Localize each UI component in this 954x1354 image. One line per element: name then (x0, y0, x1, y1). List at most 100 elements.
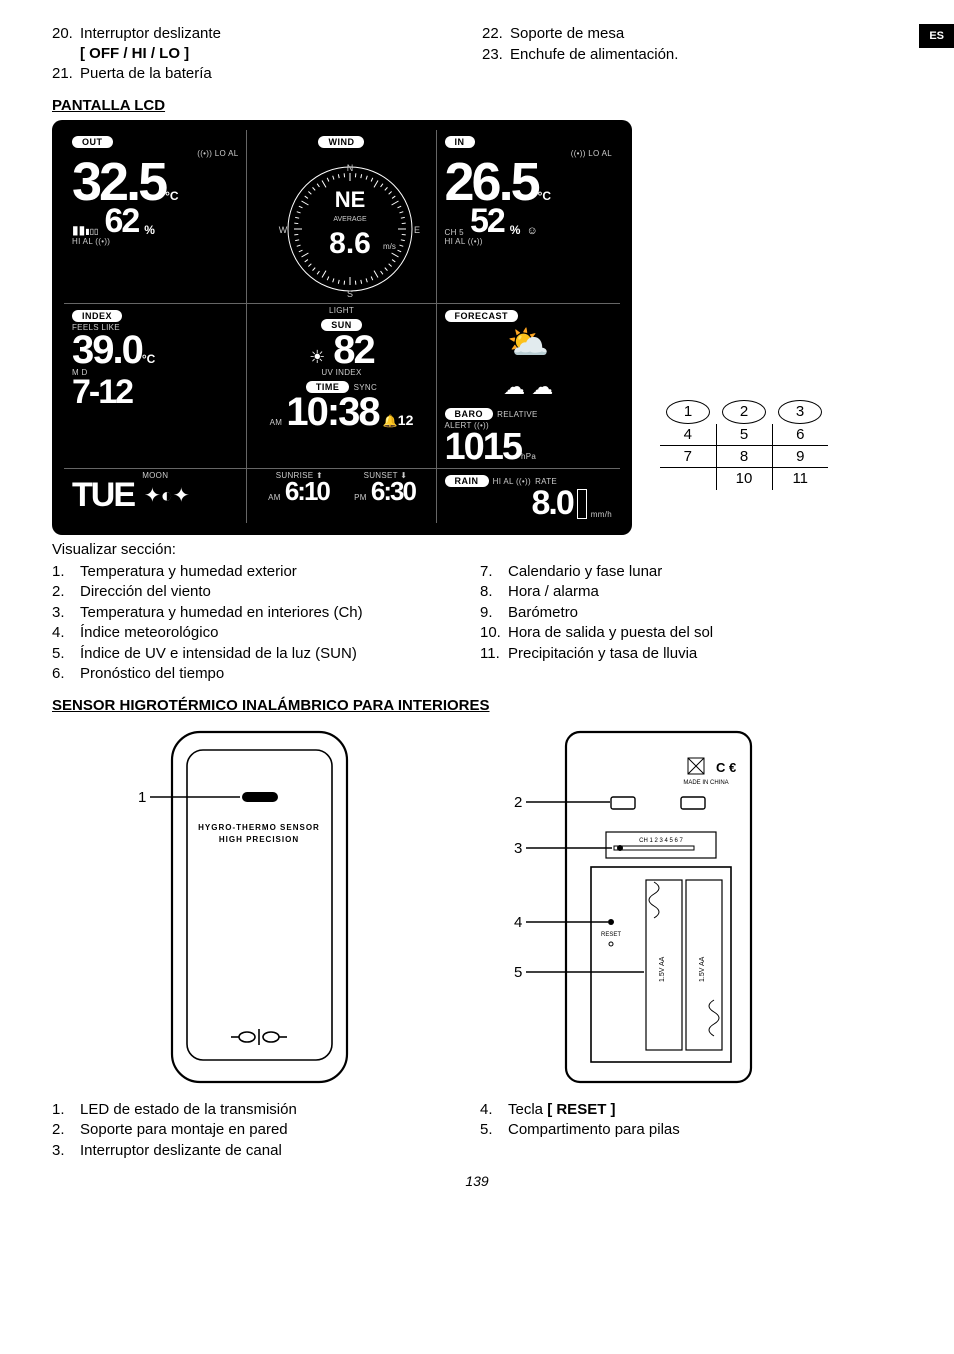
svg-text:1.5V AA: 1.5V AA (699, 956, 706, 982)
num: 22. (482, 24, 510, 44)
txt: Índice de UV e intensidad de la luz (SUN… (80, 644, 357, 664)
svg-text:1.5V AA: 1.5V AA (659, 956, 666, 982)
hum-unit: % (144, 223, 155, 237)
txt: Soporte para montaje en pared (80, 1120, 288, 1140)
svg-text:AVERAGE: AVERAGE (334, 216, 368, 223)
g2: 2 (722, 400, 766, 424)
out-pill: OUT (72, 136, 113, 148)
txt: LED de estado de la transmisión (80, 1100, 297, 1120)
svg-text:N: N (347, 163, 354, 173)
ch-label: CH 5 (445, 228, 464, 237)
num: 3. (52, 603, 80, 623)
txt: Calendario y fase lunar (508, 562, 662, 582)
g7: 7 (660, 446, 716, 468)
g9: 9 (772, 446, 828, 468)
light-label: LIGHT (255, 306, 427, 315)
num: 3. (52, 1141, 80, 1161)
forecast-icon: ⛅☁ ☁ (445, 323, 612, 405)
txt: Soporte de mesa (510, 24, 624, 44)
g8: 8 (716, 446, 772, 468)
wind-pill: WIND (318, 136, 364, 148)
svg-text:HIGH PRECISION: HIGH PRECISION (219, 835, 299, 844)
num: 5. (480, 1120, 508, 1140)
svg-text:2: 2 (514, 794, 522, 811)
in-hum: 52 (470, 206, 504, 237)
num: 8. (480, 582, 508, 602)
temp-unit2: °C (538, 189, 551, 203)
txt: Barómetro (508, 603, 578, 623)
uv-label: UV INDEX (255, 368, 427, 377)
txt: Interruptor deslizante (80, 25, 221, 42)
dow: TUE (72, 480, 134, 511)
time-val: 10:38 (286, 390, 378, 434)
wind-dial: N S W E NE AVERAGE 8.6 m/s (255, 149, 445, 299)
in-pill: IN (445, 136, 475, 148)
rel: RELATIVE (497, 410, 538, 419)
g10: 10 (716, 468, 772, 490)
top-legend: 20.Interruptor deslizante[ OFF / HI / LO… (52, 24, 902, 85)
lang-tab: ES (919, 24, 954, 48)
baro-unit: hPa (521, 452, 536, 461)
section-grid: 123 456 789 1011 (660, 400, 828, 490)
svg-text:5: 5 (514, 964, 522, 981)
baro-val: 1015 (445, 426, 522, 468)
out-hum: 62 (104, 206, 138, 237)
sensor-list: 1.LED de estado de la transmisión2.Sopor… (52, 1100, 902, 1162)
g4: 4 (660, 424, 716, 446)
txt: Pronóstico del tiempo (80, 664, 224, 684)
smiley-icon: ☺ (526, 225, 537, 237)
g5: 5 (716, 424, 772, 446)
hi-al: HI AL ((•)) (72, 237, 238, 246)
txt: Interruptor deslizante de canal (80, 1141, 282, 1161)
sensor-front-fig: HYGRO-THERMO SENSOR HIGH PRECISION 1 (52, 722, 382, 1096)
page-number: 139 (52, 1173, 902, 1189)
num: 10. (480, 623, 508, 643)
num: 9. (480, 603, 508, 623)
svg-text:HYGRO-THERMO SENSOR: HYGRO-THERMO SENSOR (198, 823, 320, 832)
txt: Tecla [ RESET ] (508, 1100, 616, 1120)
section-title-sensor: SENSOR HIGROTÉRMICO INALÁMBRICO PARA INT… (52, 697, 902, 714)
svg-text:CH 1 2 3 4 5 6 7: CH 1 2 3 4 5 6 7 (639, 838, 683, 844)
rain-val: 8.0 (532, 488, 573, 519)
rain-unit: mm/h (591, 510, 612, 519)
num: 21. (52, 64, 80, 84)
signal-icon: ▮▮▮▯▯ (72, 223, 98, 237)
num: 4. (480, 1100, 508, 1120)
uv-val: 82 (333, 332, 374, 368)
txt: Compartimento para pilas (508, 1120, 680, 1140)
svg-text:RESET: RESET (601, 932, 621, 938)
g1: 1 (666, 400, 710, 424)
svg-text:1: 1 (138, 789, 146, 806)
temp-unit: °C (165, 189, 178, 203)
time-sec: 12 (398, 412, 414, 428)
num: 1. (52, 1100, 80, 1120)
svg-text:E: E (414, 225, 420, 235)
feels-val: 39.0 (72, 328, 142, 372)
num: 11. (480, 644, 508, 664)
section-title-lcd: PANTALLA LCD (52, 97, 902, 114)
alarm-icon: 🔔 (383, 414, 398, 428)
lcd-panel: OUT ((•)) LO AL 32.5°C ▮▮▮▯▯ 62% HI AL (… (52, 120, 632, 535)
num: 5. (52, 644, 80, 664)
svg-text:C €: C € (716, 760, 736, 775)
svg-text:S: S (347, 289, 353, 299)
date: 7-12 (72, 373, 132, 411)
txt: Dirección del viento (80, 582, 211, 602)
num: 2. (52, 582, 80, 602)
am: AM (270, 418, 283, 427)
g11: 11 (772, 468, 828, 490)
num: 1. (52, 562, 80, 582)
index-pill: INDEX (72, 310, 122, 322)
num: 23. (482, 45, 510, 65)
num: 7. (480, 562, 508, 582)
svg-text:3: 3 (514, 840, 522, 857)
hi-al-in: HI AL ((•)) (445, 237, 612, 246)
sun-icon: ☀ (309, 347, 325, 368)
num: 6. (52, 664, 80, 684)
txt-bold: [ OFF / HI / LO ] (80, 45, 189, 62)
hum-unit2: % (510, 223, 521, 237)
svg-text:W: W (279, 225, 288, 235)
rain-bar-icon (577, 489, 587, 519)
feels-unit: °C (142, 352, 155, 366)
num: 2. (52, 1120, 80, 1140)
